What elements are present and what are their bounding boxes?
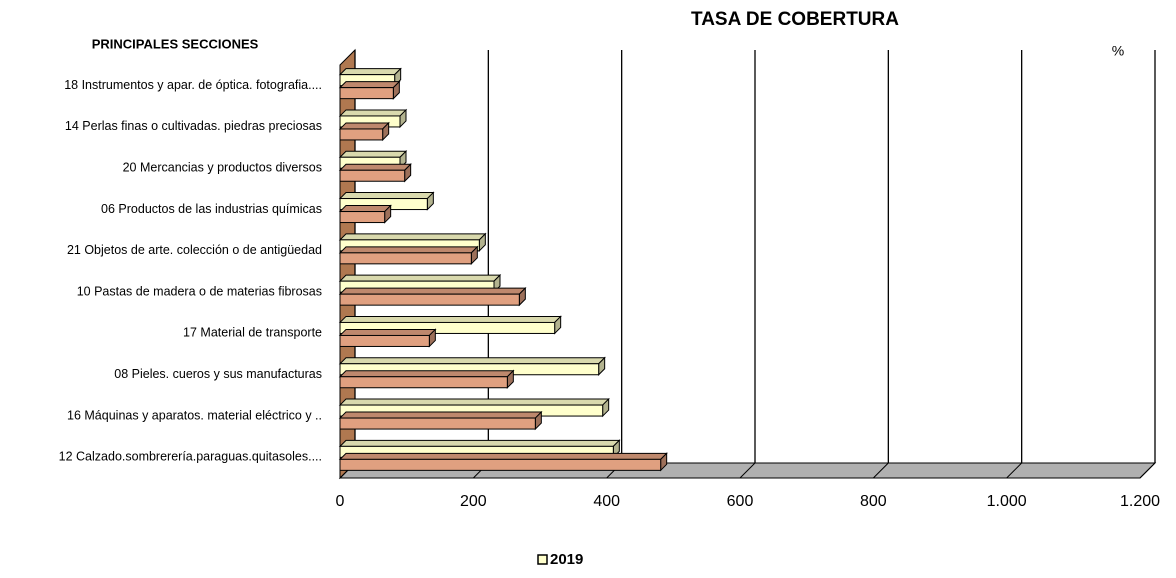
bar-front — [339, 458, 662, 471]
y-tick-label: 18 Instrumentos y apar. de óptica. fotog… — [64, 78, 322, 92]
x-tick-label: 200 — [460, 493, 487, 510]
bar-front — [339, 334, 430, 347]
bar — [338, 315, 562, 335]
grid-floor-line — [739, 462, 756, 479]
legend-swatch — [537, 554, 548, 565]
bar — [338, 67, 402, 87]
bar — [338, 356, 606, 376]
bar — [338, 163, 412, 183]
bar-front — [339, 321, 556, 334]
y-tick-label: 10 Pastas de madera o de materias fibros… — [77, 284, 322, 298]
y-tick-label: 17 Material de transporte — [183, 326, 322, 340]
bar-front — [339, 376, 508, 389]
legend-label: 2019 — [550, 551, 583, 568]
bar-top — [338, 233, 487, 241]
bar-top — [338, 109, 408, 117]
grid-floor-line — [1139, 462, 1156, 479]
bar — [338, 328, 437, 348]
bar-top — [338, 315, 562, 323]
bar — [338, 286, 527, 307]
bar-top — [338, 150, 408, 158]
bar — [338, 191, 435, 211]
bar-top — [338, 411, 543, 419]
bar-top — [338, 246, 479, 254]
x-tick-label: 800 — [860, 493, 887, 510]
bar-top — [338, 357, 606, 365]
bar — [338, 80, 401, 100]
bar-front — [339, 87, 394, 100]
bar-front — [339, 211, 386, 224]
y-tick-label: 20 Mercancias y productos diversos — [123, 161, 322, 175]
y-tick-label: 12 Calzado.sombrerería.paraguas.quitasol… — [59, 450, 322, 464]
grid-floor-line — [1006, 462, 1023, 479]
x-tick-label: 1.200 — [1120, 493, 1160, 510]
chart-title: TASA DE COBERTURA — [691, 9, 899, 30]
bar-front — [339, 169, 406, 182]
bar-front — [339, 128, 384, 141]
y-tick-label: 06 Productos de las industrias químicas — [101, 202, 322, 216]
bar — [338, 452, 668, 472]
bar — [338, 245, 479, 266]
x-tick-label: 400 — [593, 493, 620, 510]
x-tick-label: 0 — [336, 493, 345, 510]
bar-top — [338, 81, 401, 89]
y-tick-label: 08 Pieles. cueros y sus manufacturas — [114, 367, 322, 381]
bar — [338, 204, 392, 224]
bar-top — [338, 287, 527, 295]
bar — [338, 150, 408, 170]
bar-top — [338, 328, 437, 336]
grid-floor-line — [872, 462, 889, 479]
bar — [338, 369, 515, 389]
bar-front — [339, 417, 536, 430]
unit-label: % — [1112, 43, 1124, 59]
category-axis-title: PRINCIPALES SECCIONES — [92, 36, 259, 51]
bar — [338, 397, 610, 418]
bar-top — [338, 68, 402, 76]
bar-top — [338, 192, 435, 200]
bar-top — [338, 452, 668, 460]
bar-top — [338, 439, 621, 447]
y-tick-label: 16 Máquinas y aparatos. material eléctri… — [67, 408, 322, 422]
bar-top — [338, 370, 515, 378]
bar-top — [338, 398, 610, 406]
bar-top — [338, 122, 390, 130]
y-tick-label: 14 Perlas finas o cultivadas. piedras pr… — [65, 119, 322, 133]
x-tick-label: 600 — [727, 493, 754, 510]
bar-top — [338, 205, 392, 213]
bar-front — [339, 252, 472, 265]
x-tick-label: 1.000 — [987, 493, 1027, 510]
bar-front — [339, 293, 520, 306]
bar — [338, 410, 543, 431]
bar-top — [338, 163, 412, 171]
bar — [338, 121, 390, 142]
bar — [338, 439, 621, 459]
y-tick-label: 21 Objetos de arte. colección o de antig… — [67, 243, 322, 257]
bar-top — [338, 274, 502, 282]
